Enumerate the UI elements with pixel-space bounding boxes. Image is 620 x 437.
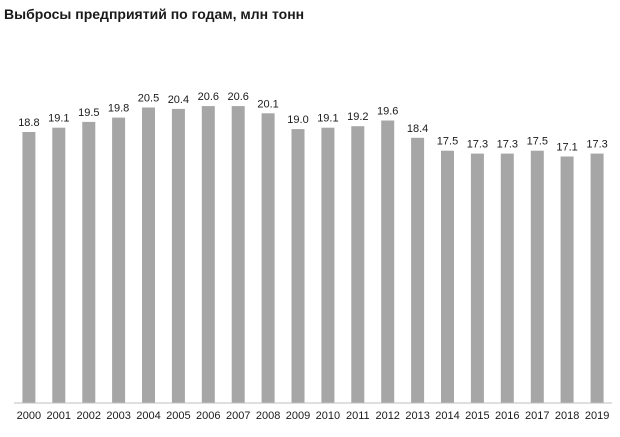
bar-2007 <box>231 106 245 403</box>
bar-2005 <box>171 108 185 404</box>
x-tick-label-2015: 2015 <box>465 410 489 422</box>
bar-2014 <box>441 150 454 403</box>
bar-2000 <box>22 132 36 403</box>
bar-2018 <box>560 156 574 403</box>
x-tick-label-2018: 2018 <box>555 410 579 422</box>
x-tick-label-2016: 2016 <box>495 410 519 422</box>
bar-2002 <box>82 121 96 404</box>
x-tick-label-2001: 2001 <box>47 410 71 422</box>
value-label-2016: 17.3 <box>497 139 518 151</box>
value-label-2011: 19.2 <box>347 111 368 123</box>
bar-2016 <box>500 153 514 403</box>
bar-2008 <box>261 113 275 404</box>
x-tick-label-2006: 2006 <box>196 410 220 422</box>
bar-2004 <box>142 107 155 403</box>
value-label-2003: 19.8 <box>108 103 129 115</box>
x-tick-label-2019: 2019 <box>585 410 609 422</box>
x-tick-label-2007: 2007 <box>226 410 250 422</box>
x-tick-label-2008: 2008 <box>256 410 280 422</box>
x-tick-label-2009: 2009 <box>286 410 310 422</box>
x-tick-label-2013: 2013 <box>405 410 429 422</box>
value-label-2019: 17.3 <box>586 139 607 151</box>
x-tick-label-2012: 2012 <box>375 410 399 422</box>
bar-2011 <box>351 126 365 403</box>
value-label-2006: 20.6 <box>198 91 219 103</box>
value-label-2012: 19.6 <box>377 106 398 118</box>
x-tick-label-2002: 2002 <box>77 410 101 422</box>
x-tick-label-2004: 2004 <box>136 410 160 422</box>
bar-2013 <box>411 137 425 404</box>
bars-group <box>22 106 604 404</box>
value-label-2005: 20.4 <box>168 94 189 106</box>
value-label-2002: 19.5 <box>78 107 99 119</box>
bar-2009 <box>291 129 305 403</box>
value-label-2015: 17.3 <box>467 139 488 151</box>
bar-2012 <box>381 120 395 403</box>
x-tick-label-2010: 2010 <box>316 410 340 422</box>
x-tick-label-2003: 2003 <box>106 410 130 422</box>
value-label-2004: 20.5 <box>138 93 159 105</box>
x-tick-label-2011: 2011 <box>346 410 370 422</box>
x-tick-label-2005: 2005 <box>166 410 190 422</box>
value-labels-group: 18.8 19.1 19.5 19.8 20.5 20.4 20.6 20.6 20.1 19.0… <box>18 91 608 153</box>
value-label-2008: 20.1 <box>257 98 278 110</box>
bar-2003 <box>112 117 126 403</box>
x-tick-labels-group: 2000 2001 2002 2003 2004 2005 2006 2007 2008 2009… <box>17 410 610 422</box>
value-label-2000: 18.8 <box>18 117 39 129</box>
value-label-2007: 20.6 <box>227 91 248 103</box>
x-tick-label-2014: 2014 <box>435 410 459 422</box>
value-label-2014: 17.5 <box>437 136 458 148</box>
chart-title: Выбросы предприятий по годам, млн тонн <box>4 6 305 22</box>
bar-2019 <box>590 153 604 403</box>
value-label-2009: 19.0 <box>287 114 308 126</box>
value-label-2017: 17.5 <box>527 136 548 148</box>
x-tick-label-2017: 2017 <box>525 410 549 422</box>
value-label-2013: 18.4 <box>407 123 428 135</box>
bar-2017 <box>530 150 544 403</box>
bar-2006 <box>201 106 215 403</box>
bar-2010 <box>321 127 335 403</box>
x-tick-label-2000: 2000 <box>17 410 41 422</box>
bar-2015 <box>470 153 484 403</box>
value-label-2001: 19.1 <box>48 113 69 125</box>
value-label-2010: 19.1 <box>317 113 338 125</box>
bar-2001 <box>52 127 66 403</box>
value-label-2018: 17.1 <box>556 142 577 154</box>
